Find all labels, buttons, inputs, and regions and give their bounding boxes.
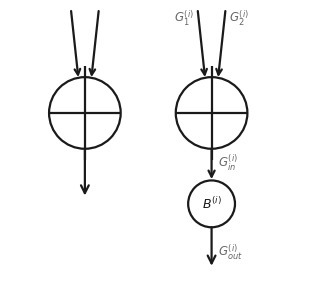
- Text: $G_{out}^{(i)}$: $G_{out}^{(i)}$: [218, 242, 243, 262]
- Text: $G_1^{(i)}$: $G_1^{(i)}$: [174, 8, 194, 28]
- Text: $B^{(i)}$: $B^{(i)}$: [202, 196, 222, 212]
- Text: $G_{in}^{(i)}$: $G_{in}^{(i)}$: [218, 153, 238, 173]
- Text: $G_2^{(i)}$: $G_2^{(i)}$: [229, 8, 249, 28]
